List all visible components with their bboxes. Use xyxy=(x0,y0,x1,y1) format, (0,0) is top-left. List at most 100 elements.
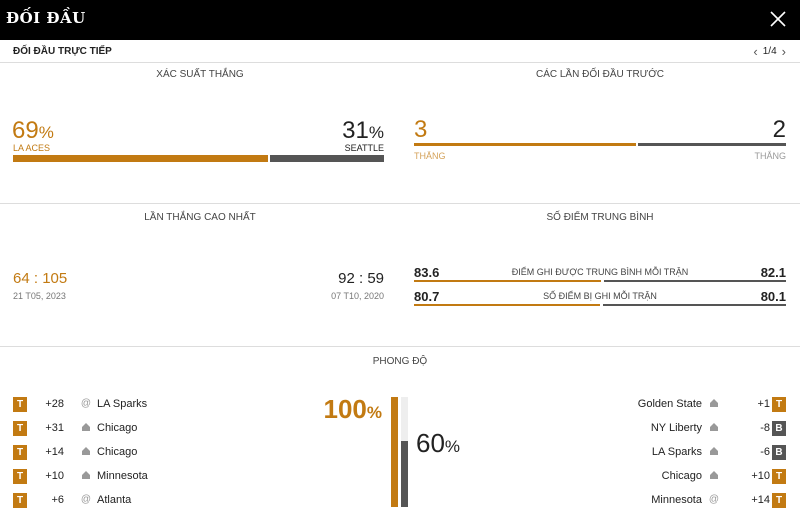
avg-scored-home: 83.6 xyxy=(414,265,440,280)
point-diff: +6 xyxy=(51,494,64,506)
avg-scored-away: 82.1 xyxy=(760,265,786,280)
avg-points-title: SỐ ĐIỂM TRUNG BÌNH xyxy=(546,212,654,223)
away-form-bar-track xyxy=(401,397,408,507)
modal-header: ĐỐI ĐẦU xyxy=(0,0,800,40)
result-badge: T xyxy=(13,445,27,460)
point-diff: -6 xyxy=(760,446,770,458)
modal-title: ĐỐI ĐẦU xyxy=(6,9,86,27)
away-form-row: Minnesota @ +14 T xyxy=(420,493,800,511)
home-icon xyxy=(708,470,720,483)
away-biggest-date: 07 T10, 2020 xyxy=(331,291,384,301)
away-venue: @ xyxy=(80,398,92,409)
opponent-name[interactable]: LA Sparks xyxy=(651,446,702,458)
away-form-row: Chicago +10 T xyxy=(420,469,800,487)
result-badge: T xyxy=(13,421,27,436)
subheader: ĐỐI ĐẦU TRỰC TIẾP ‹ 1/4 › xyxy=(0,40,800,62)
opponent-name[interactable]: Chicago xyxy=(97,422,138,434)
page-indicator: 1/4 xyxy=(762,46,777,57)
opponent-name[interactable]: NY Liberty xyxy=(650,422,702,434)
home-form-row: T +10 Minnesota xyxy=(0,469,380,487)
home-icon xyxy=(80,422,92,435)
avg-conceded-away: 80.1 xyxy=(760,289,786,304)
point-diff: -8 xyxy=(760,422,770,434)
home-form-row: T +6 @ Atlanta xyxy=(0,493,380,511)
point-diff: +14 xyxy=(45,446,64,458)
opponent-name[interactable]: Minnesota xyxy=(97,470,148,482)
home-form-bar-track xyxy=(391,397,398,507)
home-biggest-date: 21 T05, 2023 xyxy=(13,291,66,301)
home-form-row: T +28 @ LA Sparks xyxy=(0,397,380,415)
opponent-name[interactable]: Atlanta xyxy=(97,494,132,506)
home-icon xyxy=(708,446,720,459)
away-win-prob: 31% xyxy=(342,117,384,144)
result-badge: T xyxy=(772,469,786,484)
opponent-name[interactable]: Golden State xyxy=(637,398,702,410)
home-icon xyxy=(708,422,720,435)
divider xyxy=(0,62,800,63)
away-form-row: NY Liberty -8 B xyxy=(420,421,800,439)
away-form-row: Golden State +1 T xyxy=(420,397,800,415)
divider xyxy=(0,203,800,204)
previous-title: CÁC LẦN ĐỐI ĐẦU TRƯỚC xyxy=(535,69,665,80)
away-biggest-score: 92 : 59 xyxy=(338,270,384,287)
opponent-name[interactable]: Minnesota xyxy=(651,494,702,506)
avg-scored-label: ĐIỂM GHI ĐƯỢC TRUNG BÌNH MỖI TRẬN xyxy=(511,267,689,277)
form-title: PHONG ĐỘ xyxy=(372,356,428,367)
home-prob-bar xyxy=(13,155,268,162)
opponent-name[interactable]: Chicago xyxy=(661,470,702,482)
home-icon xyxy=(708,398,720,411)
point-diff: +28 xyxy=(45,398,64,410)
avg-conceded-away-bar xyxy=(603,304,786,306)
opponent-name[interactable]: LA Sparks xyxy=(97,398,148,410)
chevron-right-icon[interactable]: › xyxy=(781,44,786,59)
home-prev-bar xyxy=(414,143,636,146)
away-venue: @ xyxy=(708,494,720,505)
point-diff: +10 xyxy=(751,470,770,482)
away-prev-wins: 2 xyxy=(772,116,786,143)
point-diff: +1 xyxy=(757,398,770,410)
avg-scored-row: 83.6 ĐIỂM GHI ĐƯỢC TRUNG BÌNH MỖI TRẬN 8… xyxy=(414,265,786,287)
point-diff: +14 xyxy=(751,494,770,506)
home-form-row: T +14 Chicago xyxy=(0,445,380,463)
win-prob-title: XÁC SUẤT THẮNG xyxy=(156,69,244,80)
avg-conceded-home-bar xyxy=(414,304,600,306)
result-badge: B xyxy=(772,421,786,436)
away-prev-label: THẮNG xyxy=(754,151,787,161)
home-prev-label: THẮNG xyxy=(414,151,446,161)
section-label: ĐỐI ĐẦU TRỰC TIẾP xyxy=(13,46,112,57)
home-prev-wins: 3 xyxy=(414,116,428,143)
away-venue: @ xyxy=(80,494,92,505)
away-form-bar xyxy=(401,441,408,507)
pager: ‹ 1/4 › xyxy=(753,44,786,59)
point-diff: +10 xyxy=(45,470,64,482)
chevron-left-icon[interactable]: ‹ xyxy=(753,44,758,59)
home-win-prob: 69% xyxy=(12,117,54,144)
result-badge: B xyxy=(772,445,786,460)
home-biggest-score: 64 : 105 xyxy=(13,270,68,287)
home-form-pct: 100% xyxy=(323,394,382,424)
biggest-win-title: LẦN THẮNG CAO NHẤT xyxy=(144,212,256,223)
avg-scored-home-bar xyxy=(414,280,601,282)
close-icon[interactable] xyxy=(768,9,788,29)
result-badge: T xyxy=(772,397,786,412)
away-form-row: LA Sparks -6 B xyxy=(420,445,800,463)
opponent-name[interactable]: Chicago xyxy=(97,446,138,458)
away-prob-bar xyxy=(270,155,384,162)
divider xyxy=(0,346,800,347)
result-badge: T xyxy=(772,493,786,508)
home-icon xyxy=(80,446,92,459)
away-team-label: SEATTLE xyxy=(344,143,384,153)
home-form-row: T +31 Chicago xyxy=(0,421,380,439)
away-prev-bar xyxy=(638,143,786,146)
home-icon xyxy=(80,470,92,483)
home-form-bar xyxy=(391,397,398,507)
avg-conceded-home: 80.7 xyxy=(414,289,440,304)
avg-conceded-row: 80.7 SỐ ĐIỂM BỊ GHI MỖI TRẬN 80.1 xyxy=(414,289,786,311)
result-badge: T xyxy=(13,469,27,484)
avg-scored-away-bar xyxy=(604,280,786,282)
point-diff: +31 xyxy=(45,422,64,434)
result-badge: T xyxy=(13,397,27,412)
avg-conceded-label: SỐ ĐIỂM BỊ GHI MỖI TRẬN xyxy=(543,291,657,301)
result-badge: T xyxy=(13,493,27,508)
home-team-label: LA ACES xyxy=(13,143,51,153)
